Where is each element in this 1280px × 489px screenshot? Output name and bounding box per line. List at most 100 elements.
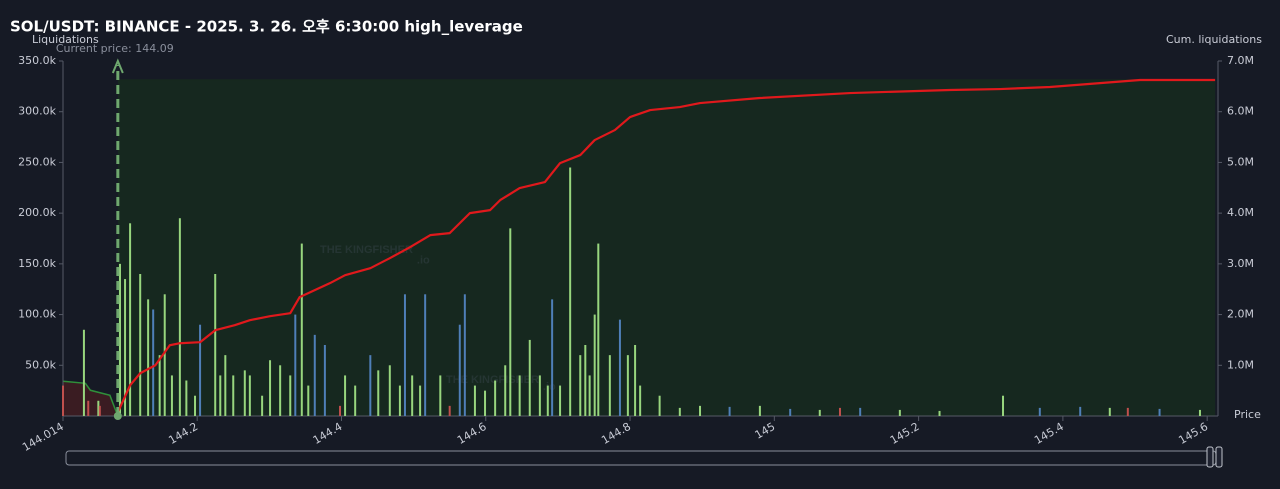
area-line (62, 380, 119, 417)
bar (463, 294, 466, 416)
bar (593, 314, 596, 416)
bar (424, 294, 427, 416)
bar (158, 355, 161, 416)
y-tick-label: 350.0k (18, 54, 56, 67)
bar (289, 375, 292, 416)
bar (789, 408, 792, 416)
bar (758, 405, 761, 416)
bar (344, 375, 347, 416)
bar (163, 294, 166, 416)
bar (579, 355, 582, 416)
bar (608, 355, 611, 416)
bar (938, 410, 941, 416)
y2-tick-label: 2.0M (1227, 308, 1254, 321)
y2-tick-label: 5.0M (1227, 155, 1254, 168)
bar (152, 309, 155, 416)
bar (473, 385, 476, 416)
bar (199, 324, 202, 416)
scrollbar-handle[interactable] (1215, 446, 1223, 468)
bar (129, 223, 132, 416)
bar (354, 385, 357, 416)
bar (518, 375, 521, 416)
watermark-suffix: .io (543, 381, 556, 393)
bar (323, 345, 326, 416)
bar (388, 365, 391, 416)
y-axis-label: Liquidations (32, 33, 99, 46)
bar (458, 324, 461, 416)
y2-tick-label: 7.0M (1227, 54, 1254, 67)
y-tick-label: 100.0k (18, 308, 56, 321)
watermark: THE KINGFISHER (320, 244, 413, 256)
bar (528, 339, 531, 416)
bar (1002, 395, 1005, 416)
y-tick-label: 150.0k (18, 257, 56, 270)
y2-tick-label: 4.0M (1227, 206, 1254, 219)
y-tick-label: 50.0k (25, 358, 56, 371)
chart-title: SOL/USDT: BINANCE - 2025. 3. 26. 오후 6:30… (10, 18, 523, 36)
y2-tick-label: 6.0M (1227, 105, 1254, 118)
y2-tick-label: 3.0M (1227, 257, 1254, 270)
bar (403, 294, 406, 416)
bar (559, 385, 562, 416)
bar (538, 375, 541, 416)
bar (838, 407, 841, 416)
bar (219, 375, 222, 416)
bar (124, 279, 127, 416)
bar (1126, 407, 1129, 416)
bar (1108, 407, 1111, 416)
bar (898, 409, 901, 416)
scrollbar[interactable] (65, 446, 1223, 468)
bar (279, 365, 282, 416)
bar (588, 375, 591, 416)
y2-axis-label: Cum. liquidations (1166, 33, 1262, 46)
watermark: THE KINGFISHER (446, 374, 539, 386)
bar (699, 405, 702, 416)
bar (678, 407, 681, 416)
bar (139, 274, 142, 416)
bar (1038, 407, 1041, 416)
bar (597, 243, 600, 416)
bar (639, 385, 642, 416)
bar (307, 385, 310, 416)
bar (261, 395, 264, 416)
line (116, 78, 1216, 413)
bar (504, 365, 507, 416)
x-axis-label: Price (1234, 408, 1261, 421)
bar (584, 345, 587, 416)
bar (377, 370, 380, 416)
bar (248, 375, 251, 416)
bar (87, 400, 90, 416)
bar (147, 299, 150, 416)
bar (294, 314, 297, 416)
bar (185, 380, 188, 416)
bar (1079, 406, 1082, 416)
bar (634, 345, 637, 416)
area (63, 381, 118, 416)
bar (546, 385, 549, 416)
bar (224, 355, 227, 416)
bar (859, 407, 862, 416)
bar (626, 355, 629, 416)
bar (243, 370, 246, 416)
current-price-dot (113, 412, 122, 420)
bar (97, 400, 100, 416)
bar (82, 329, 85, 416)
bar (62, 385, 64, 416)
area (117, 80, 1216, 417)
bar (439, 375, 442, 416)
bar (214, 274, 217, 416)
bar (1158, 408, 1161, 416)
bar (551, 299, 554, 416)
y-tick-label: 200.0k (18, 206, 56, 219)
bar (1198, 409, 1201, 416)
scrollbar-handle[interactable] (1206, 446, 1214, 468)
bar (170, 375, 173, 416)
current-price-label: Current price: 144.09 (56, 42, 174, 55)
bar (194, 395, 197, 416)
bar (419, 385, 422, 416)
bar (369, 355, 372, 416)
bar (313, 334, 316, 416)
bar (448, 405, 451, 416)
bar (232, 375, 235, 416)
